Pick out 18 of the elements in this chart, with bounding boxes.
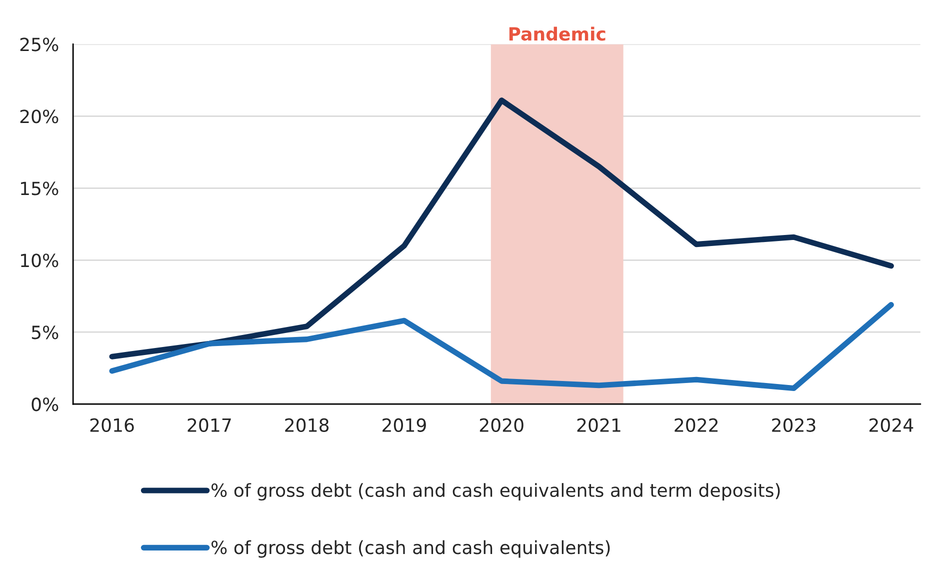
band-label: Pandemic	[509, 26, 606, 41]
x-tick-label: 2024	[870, 418, 914, 432]
x-tick-label: 2018	[285, 418, 329, 432]
x-tick-label: 2023	[772, 418, 816, 432]
legend-label: % of gross debt (cash and cash equivalents)	[211, 540, 610, 558]
x-tick-label: 2019	[382, 418, 426, 432]
y-tick-label: 15%	[21, 182, 58, 196]
y-tick-label: 10%	[21, 254, 58, 268]
x-tick-label: 2016	[90, 418, 134, 432]
legend-label: % of gross debt (cash and cash equivalents and term deposits)	[211, 483, 780, 501]
y-tick-label: 5%	[32, 326, 58, 340]
x-tick-label: 2021	[577, 418, 620, 432]
y-tick-label: 0%	[32, 398, 58, 412]
x-tick-label: 2022	[674, 418, 718, 432]
y-tick-label: 25%	[20, 38, 58, 52]
y-tick-label: 20%	[20, 110, 58, 124]
x-tick-label: 2020	[480, 418, 524, 432]
x-tick-label: 2017	[188, 418, 231, 432]
